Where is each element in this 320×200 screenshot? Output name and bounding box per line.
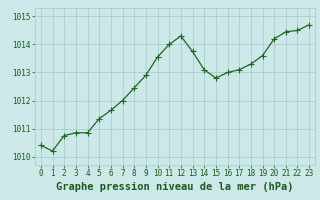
X-axis label: Graphe pression niveau de la mer (hPa): Graphe pression niveau de la mer (hPa) — [56, 182, 294, 192]
